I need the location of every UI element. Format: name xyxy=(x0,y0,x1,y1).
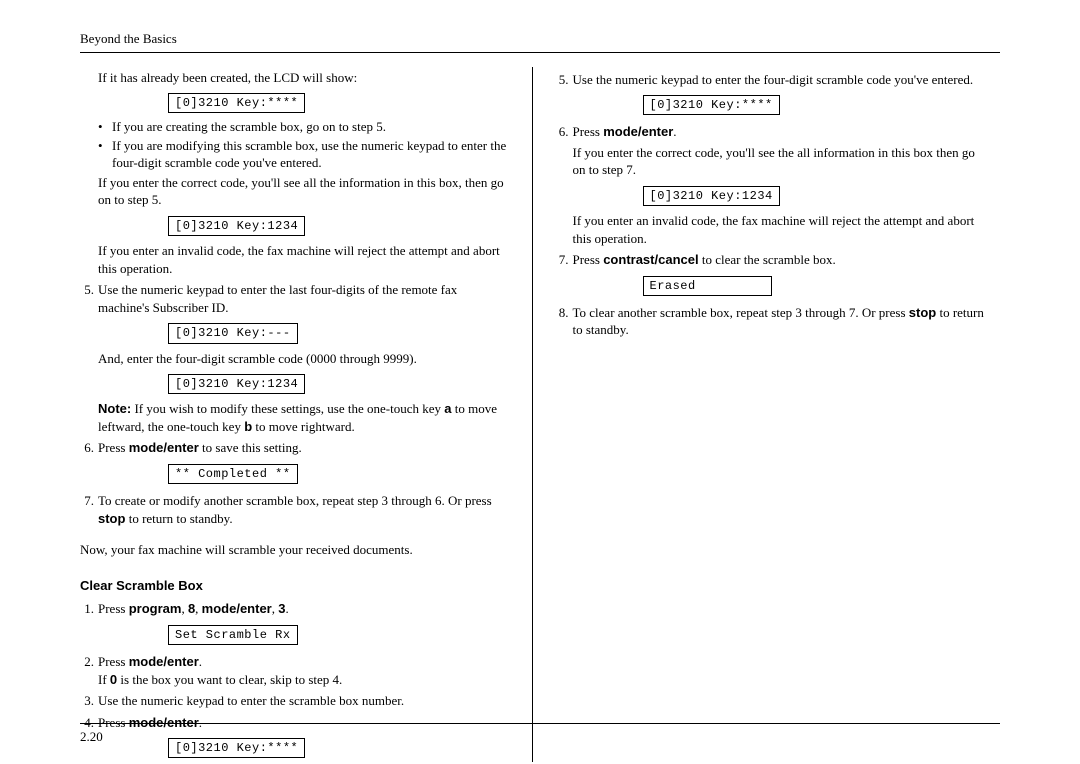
step-body: Press program, 8, mode/enter, 3. xyxy=(98,600,510,618)
content-columns: If it has already been created, the LCD … xyxy=(80,67,1000,763)
lcd-display: Erased xyxy=(643,276,773,296)
page-number: 2.20 xyxy=(80,728,103,746)
note-body: If you wish to modify these settings, us… xyxy=(134,401,444,416)
stop-label: stop xyxy=(909,305,936,320)
bullet-text: If you are modifying this scramble box, … xyxy=(112,137,510,172)
step-number: 6. xyxy=(80,439,98,457)
step-number: 7. xyxy=(555,251,573,269)
step-text: Press xyxy=(98,654,129,669)
step-text: To clear another scramble box, repeat st… xyxy=(573,305,909,320)
lcd-display: [0]3210 Key:1234 xyxy=(643,186,780,206)
note-label: Note: xyxy=(98,401,131,416)
step-body: Use the numeric keypad to enter the scra… xyxy=(98,692,510,710)
clear-step-2: 2. Press mode/enter. If 0 is the box you… xyxy=(80,653,510,688)
body-text: If you enter an invalid code, the fax ma… xyxy=(98,242,510,277)
mode-enter-label: mode/enter xyxy=(202,601,272,616)
rule-bottom xyxy=(80,723,1000,724)
step-body: To clear another scramble box, repeat st… xyxy=(573,304,985,339)
note-body: to move rightward. xyxy=(252,419,355,434)
period: . xyxy=(199,654,202,669)
body-text: If you enter the correct code, you'll se… xyxy=(573,144,985,179)
note-text: Note: If you wish to modify these settin… xyxy=(98,400,510,435)
clear-step-1: 1. Press program, 8, mode/enter, 3. xyxy=(80,600,510,618)
section-clear-scramble: Clear Scramble Box xyxy=(80,577,510,595)
step-body: Use the numeric keypad to enter the four… xyxy=(573,71,985,89)
body-text: If you enter the correct code, you'll se… xyxy=(98,174,510,209)
right-step-8: 8. To clear another scramble box, repeat… xyxy=(555,304,985,339)
step-number: 8. xyxy=(555,304,573,339)
bullet-item: • If you are creating the scramble box, … xyxy=(98,118,510,136)
lcd-display: ** Completed ** xyxy=(168,464,298,484)
step-number: 3. xyxy=(80,692,98,710)
step-text: Press xyxy=(98,601,129,616)
intro-text: If it has already been created, the LCD … xyxy=(98,69,510,87)
step-body: Press mode/enter. If 0 is the box you wa… xyxy=(98,653,510,688)
step-text: to return to standby. xyxy=(125,511,232,526)
mode-enter-label: mode/enter xyxy=(129,440,199,455)
step-text: If xyxy=(98,672,110,687)
bullet-text: If you are creating the scramble box, go… xyxy=(112,118,510,136)
contrast-cancel-label: contrast/cancel xyxy=(603,252,698,267)
key-b: b xyxy=(244,419,252,434)
mode-enter-label: mode/enter xyxy=(129,654,199,669)
program-label: program xyxy=(129,601,182,616)
step-number: 5. xyxy=(555,71,573,89)
step-body: Press mode/enter. xyxy=(573,123,985,141)
step-text: to clear the scramble box. xyxy=(699,252,836,267)
page-header: Beyond the Basics xyxy=(80,30,1000,48)
bullet-dot: • xyxy=(98,137,112,172)
body-text: If you enter an invalid code, the fax ma… xyxy=(573,212,985,247)
lcd-display: [0]3210 Key:**** xyxy=(643,95,780,115)
rule-top xyxy=(80,52,1000,53)
period: . xyxy=(285,601,288,616)
lcd-display: [0]3210 Key:1234 xyxy=(168,216,305,236)
step-text: To create or modify another scramble box… xyxy=(98,493,492,508)
step-text: is the box you want to clear, skip to st… xyxy=(117,672,342,687)
step-5: 5. Use the numeric keypad to enter the l… xyxy=(80,281,510,316)
right-step-5: 5. Use the numeric keypad to enter the f… xyxy=(555,71,985,89)
step-number: 2. xyxy=(80,653,98,688)
step-text: Press xyxy=(573,252,604,267)
outro-text: Now, your fax machine will scramble your… xyxy=(80,541,510,559)
lcd-display: [0]3210 Key:1234 xyxy=(168,374,305,394)
lcd-display: Set Scramble Rx xyxy=(168,625,298,645)
period: . xyxy=(673,124,676,139)
step-number: 7. xyxy=(80,492,98,527)
lcd-display: [0]3210 Key:**** xyxy=(168,93,305,113)
step-7: 7. To create or modify another scramble … xyxy=(80,492,510,527)
step-text: Press xyxy=(98,440,129,455)
right-step-6: 6. Press mode/enter. xyxy=(555,123,985,141)
step-body: Use the numeric keypad to enter the last… xyxy=(98,281,510,316)
column-left: If it has already been created, the LCD … xyxy=(80,67,533,763)
mode-enter-label: mode/enter xyxy=(603,124,673,139)
step-number: 1. xyxy=(80,600,98,618)
lcd-display: [0]3210 Key:**** xyxy=(168,738,305,758)
body-text: And, enter the four-digit scramble code … xyxy=(98,350,510,368)
column-right: 5. Use the numeric keypad to enter the f… xyxy=(533,67,1001,763)
step-text: Press xyxy=(573,124,604,139)
clear-step-3: 3. Use the numeric keypad to enter the s… xyxy=(80,692,510,710)
step-body: Press contrast/cancel to clear the scram… xyxy=(573,251,985,269)
stop-label: stop xyxy=(98,511,125,526)
step-number: 6. xyxy=(555,123,573,141)
right-step-7: 7. Press contrast/cancel to clear the sc… xyxy=(555,251,985,269)
bullet-item: • If you are modifying this scramble box… xyxy=(98,137,510,172)
step-6: 6. Press mode/enter to save this setting… xyxy=(80,439,510,457)
step-number: 5. xyxy=(80,281,98,316)
bullet-dot: • xyxy=(98,118,112,136)
step-body: Press mode/enter to save this setting. xyxy=(98,439,510,457)
step-body: To create or modify another scramble box… xyxy=(98,492,510,527)
lcd-display: [0]3210 Key:--- xyxy=(168,323,298,343)
step-text: to save this setting. xyxy=(199,440,302,455)
